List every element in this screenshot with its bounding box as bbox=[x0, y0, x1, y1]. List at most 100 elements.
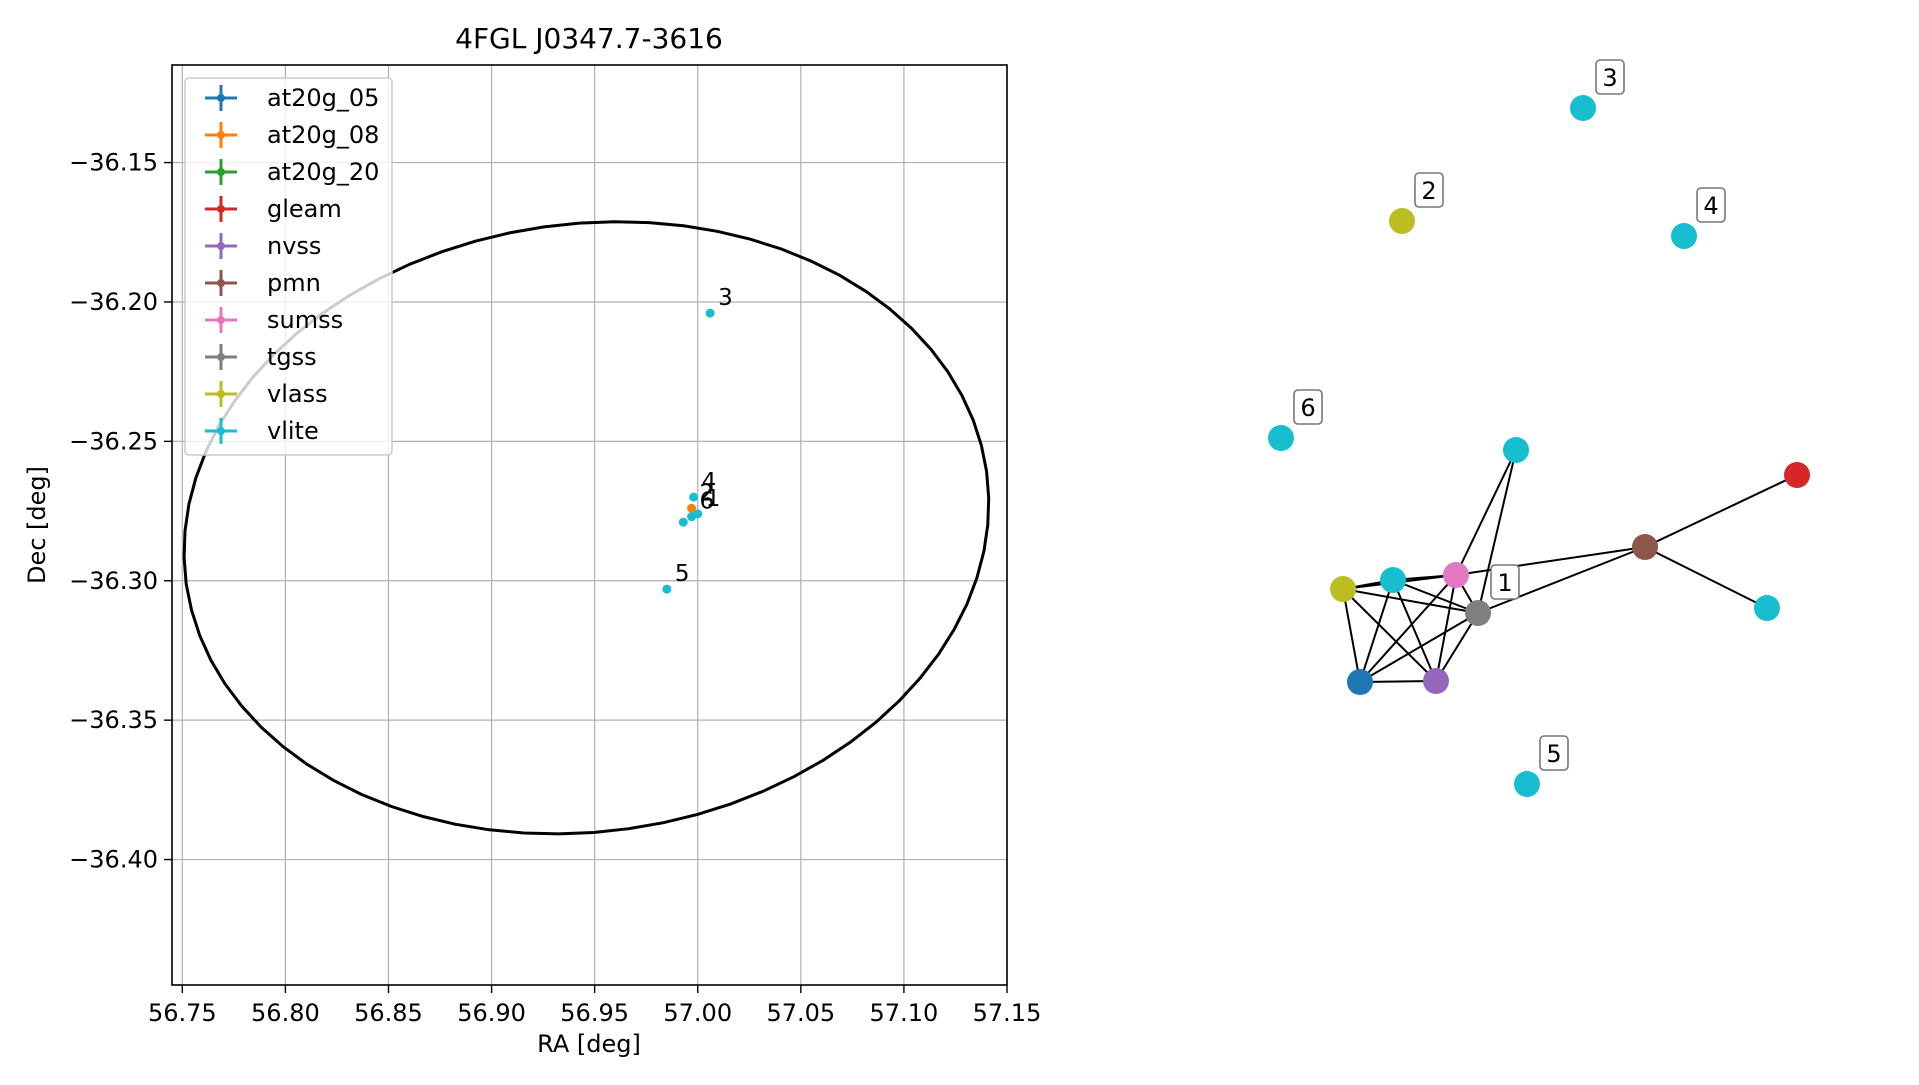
network-edge bbox=[1644, 474, 1798, 548]
y-tick-label: −36.35 bbox=[69, 706, 158, 734]
node-label: 1 bbox=[1497, 569, 1512, 597]
network-node-vlite bbox=[1754, 595, 1780, 621]
x-tick-label: 57.05 bbox=[766, 999, 835, 1027]
legend-marker-dot bbox=[217, 242, 225, 250]
point-label: 2 bbox=[700, 480, 715, 506]
network-edge bbox=[1342, 588, 1361, 683]
network-edge bbox=[1359, 574, 1457, 683]
network-panel: 3 2 4 6 1 5 bbox=[1268, 59, 1810, 797]
network-node-nvss bbox=[1423, 668, 1449, 694]
x-tick-label: 56.80 bbox=[251, 999, 320, 1027]
node-label-box bbox=[1414, 172, 1444, 208]
legend-entry-tgss: tgss bbox=[205, 343, 317, 371]
y-tick-label: −36.15 bbox=[69, 149, 158, 177]
network-edge bbox=[1359, 612, 1479, 683]
point-label: 1 bbox=[706, 486, 721, 512]
x-tick-label: 56.85 bbox=[354, 999, 423, 1027]
legend-marker-dot bbox=[217, 205, 225, 213]
y-tick-label: −36.30 bbox=[69, 567, 158, 595]
scatter-panel: 56.75 56.80 56.85 56.90 56.95 57.00 57.05 57.10… bbox=[23, 22, 1041, 1058]
legend-marker-dot bbox=[217, 353, 225, 361]
legend-entry-at20g_05: at20g_05 bbox=[205, 84, 379, 112]
legend-entry-at20g_08: at20g_08 bbox=[205, 121, 379, 149]
network-edges bbox=[1342, 449, 1798, 683]
axis-ticks: 56.75 56.80 56.85 56.90 56.95 57.00 57.05 57.10… bbox=[69, 149, 1041, 1027]
x-tick-label: 57.15 bbox=[973, 999, 1042, 1027]
network-edge bbox=[1477, 546, 1646, 614]
legend-marker-dot bbox=[217, 131, 225, 139]
network-edge bbox=[1477, 449, 1517, 614]
legend-label: at20g_05 bbox=[267, 84, 379, 112]
data-point-vlite bbox=[687, 512, 697, 522]
network-node-sumss bbox=[1443, 562, 1469, 588]
uncertainty-ellipse bbox=[182, 220, 991, 836]
chart-title: 4FGL J0347.7-3616 bbox=[455, 22, 723, 55]
x-tick-label: 57.10 bbox=[870, 999, 939, 1027]
legend-entry-vlass: vlass bbox=[205, 380, 328, 408]
data-point-vlite bbox=[689, 492, 699, 502]
network-node-vlass bbox=[1330, 576, 1356, 602]
legend-entry-sumss: sumss bbox=[205, 306, 343, 334]
plot-frame bbox=[171, 64, 1008, 986]
legend-marker-dot bbox=[217, 94, 225, 102]
network-node-pmn bbox=[1632, 534, 1658, 560]
data-point-at20g_08 bbox=[687, 503, 697, 513]
network-node-gleam bbox=[1784, 462, 1810, 488]
node-label: 4 bbox=[1703, 192, 1718, 220]
network-node-vlite bbox=[1268, 425, 1294, 451]
data-point-vlite bbox=[705, 308, 715, 318]
network-edge bbox=[1359, 579, 1394, 683]
legend-entry-nvss: nvss bbox=[205, 232, 321, 260]
node-label-box bbox=[1293, 389, 1323, 425]
network-node-vlite bbox=[1570, 95, 1596, 121]
node-label-box bbox=[1490, 564, 1520, 600]
point-label: 6 bbox=[700, 489, 715, 515]
network-edge bbox=[1435, 612, 1479, 682]
network-edge bbox=[1342, 588, 1479, 614]
legend-entry-pmn: pmn bbox=[205, 269, 321, 297]
point-label: 4 bbox=[702, 469, 717, 495]
data-point-vlite bbox=[662, 584, 672, 594]
x-tick-label: 56.90 bbox=[457, 999, 526, 1027]
network-nodes: 3 2 4 6 1 5 bbox=[1268, 59, 1810, 797]
network-node-tgss bbox=[1465, 600, 1491, 626]
y-axis-label: Dec [deg] bbox=[23, 466, 51, 584]
legend-marker-dot bbox=[217, 316, 225, 324]
node-label-box bbox=[1595, 59, 1625, 95]
legend-marker-dot bbox=[217, 390, 225, 398]
node-label-box bbox=[1539, 735, 1569, 771]
node-label: 5 bbox=[1546, 740, 1561, 768]
legend-label: tgss bbox=[267, 343, 317, 371]
y-tick-label: −36.40 bbox=[69, 846, 158, 874]
legend-entry-gleam: gleam bbox=[205, 195, 342, 223]
node-label-box bbox=[1696, 187, 1726, 223]
network-node-vlite bbox=[1671, 223, 1697, 249]
legend-label: sumss bbox=[267, 306, 343, 334]
legend-marker-dot bbox=[217, 427, 225, 435]
legend-label: vlite bbox=[267, 417, 319, 445]
x-tick-label: 57.00 bbox=[663, 999, 732, 1027]
node-label: 3 bbox=[1602, 64, 1617, 92]
network-edge bbox=[1455, 546, 1646, 576]
point-label: 5 bbox=[675, 561, 690, 587]
legend-label: vlass bbox=[267, 380, 328, 408]
network-node-vlite bbox=[1514, 771, 1540, 797]
legend-marker-dot bbox=[217, 279, 225, 287]
x-axis-label: RA [deg] bbox=[537, 1030, 641, 1058]
network-edge bbox=[1435, 574, 1457, 682]
network-edge bbox=[1342, 588, 1437, 682]
legend-label: nvss bbox=[267, 232, 321, 260]
legend-label: pmn bbox=[267, 269, 321, 297]
x-tick-label: 56.95 bbox=[560, 999, 629, 1027]
legend-label: at20g_08 bbox=[267, 121, 379, 149]
legend-entry-vlite: vlite bbox=[205, 417, 319, 445]
network-edge bbox=[1392, 579, 1437, 682]
network-edge bbox=[1644, 546, 1768, 609]
network-node-vlass bbox=[1389, 208, 1415, 234]
y-tick-label: −36.25 bbox=[69, 427, 158, 455]
